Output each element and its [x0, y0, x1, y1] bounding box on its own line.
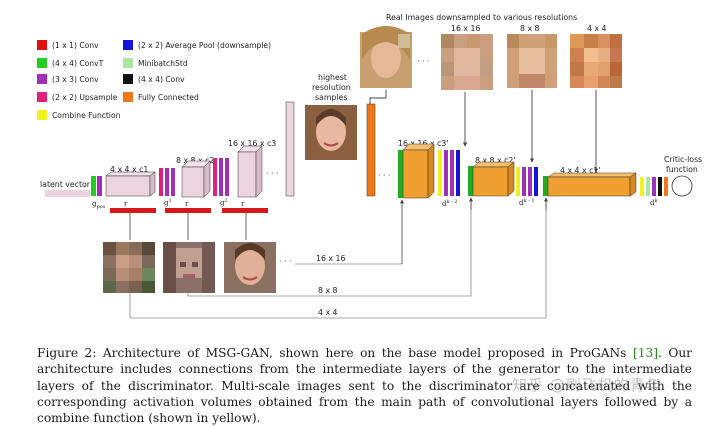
disc-first-fc	[366, 103, 376, 197]
legend-swatch-minibatchstd	[123, 58, 133, 68]
line-label-4: 4 x 4	[318, 308, 338, 317]
gen-block-2	[181, 160, 211, 198]
disc-block-3-label: 4 x 4 x c1'	[560, 166, 600, 175]
disc-block-3	[547, 172, 637, 197]
g-pos-label: gpos	[92, 200, 106, 210]
r-label-3: r	[241, 200, 245, 208]
legend-swatch-3x3-conv	[37, 74, 47, 84]
gen-block-3-label: 16 x 16 x c3	[228, 139, 276, 148]
legend-swatch-avgpool	[123, 40, 133, 50]
latent-vector-label: latent vector	[40, 180, 91, 189]
legend-label-convt: (4 x 4) ConvT	[52, 59, 104, 68]
legend-swatch-convt	[37, 58, 47, 68]
critic-loss-node	[671, 175, 693, 197]
latent-vector-bar	[45, 190, 90, 197]
real-label-16: 16 x 16	[451, 24, 480, 33]
d-k2-label: dk - 2	[442, 199, 458, 208]
conv3-layer-a	[97, 176, 102, 196]
g2-label: g2	[220, 198, 228, 207]
r-label-2: r	[185, 200, 189, 208]
legend-swatch-1x1-conv	[37, 40, 47, 50]
real-image-4x4	[570, 34, 622, 88]
connection-8x8	[187, 197, 473, 297]
architecture-figure: (1 x 1) Conv (4 x 4) ConvT (3 x 3) Conv …	[37, 13, 702, 319]
line-label-16: 16 x 16	[316, 254, 345, 263]
caption-ref-link[interactable]: [13]	[632, 346, 658, 360]
generated-4x4-sample	[103, 242, 155, 293]
legend-swatch-upsample	[37, 92, 47, 102]
legend: (1 x 1) Conv (4 x 4) ConvT (3 x 3) Conv …	[37, 40, 271, 120]
g1-label: g1	[164, 198, 172, 207]
generated-8x8-sample	[163, 242, 215, 293]
disc-block-1	[402, 143, 435, 199]
gen-dots: · · ·	[266, 169, 278, 178]
highest-res-label-line2: resolution	[312, 83, 351, 92]
legend-label-3x3-conv: (3 x 3) Conv	[52, 75, 99, 84]
sample-dots: · · ·	[279, 257, 291, 266]
critic-label-line1: Critic-loss	[664, 155, 702, 164]
real-image-8x8	[507, 34, 557, 88]
legend-label-4x4-conv: (4 x 4) Conv	[138, 75, 185, 84]
real-label-4: 4 x 4	[587, 24, 607, 33]
legend-label-upsample: (2 x 2) Upsample	[52, 93, 118, 102]
line-label-8: 8 x 8	[318, 286, 338, 295]
convt-layer	[91, 176, 96, 196]
connection-4x4	[129, 197, 548, 319]
legend-label-avgpool: (2 x 2) Average Pool (downsample)	[138, 41, 271, 50]
legend-swatch-4x4-conv	[123, 74, 133, 84]
r-layer-3	[222, 208, 268, 213]
watermark: 知乎 @刷飞机的青年	[512, 376, 662, 394]
legend-swatch-fc	[123, 92, 133, 102]
connection-16x16	[295, 199, 404, 265]
d-k-label: dk	[650, 198, 658, 207]
gen-block-1-label: 4 x 4 x c1	[110, 165, 148, 174]
disc-block-2-label: 8 x 8 x c2'	[475, 156, 515, 165]
figure-caption: Figure 2: Architecture of MSG-GAN, shown…	[37, 345, 692, 426]
generated-highres-sample	[305, 105, 357, 160]
legend-swatch-combine	[37, 110, 47, 120]
disc-block-1-label: 16 x 16 x c3'	[398, 139, 448, 148]
critic-label-line2: function	[666, 165, 698, 174]
caption-suffix: . Our architecture includes connections …	[37, 346, 692, 426]
d-k1-label: dk - 1	[519, 198, 535, 207]
legend-label-combine: Combine Function	[52, 111, 121, 120]
r-layer-1	[110, 208, 156, 213]
legend-label-1x1-conv: (1 x 1) Conv	[52, 41, 99, 50]
disc-dots: · · ·	[378, 171, 390, 180]
gen-block-2-label: 8 x 8 x c2	[176, 156, 214, 165]
generated-16x16-sample	[224, 242, 276, 293]
disc-block-2	[472, 161, 515, 197]
gen-block-3	[237, 145, 263, 198]
legend-label-fc: Fully Connected	[138, 93, 199, 102]
legend-label-minibatchstd: MinibatchStd	[138, 59, 188, 68]
highest-res-label-line3: samples	[315, 93, 347, 102]
gen-final-block	[285, 101, 295, 197]
r-layer-2	[165, 208, 211, 213]
highest-res-label-line1: highest	[318, 73, 347, 82]
r-label-1: r	[124, 200, 128, 208]
gen-block-1	[105, 171, 156, 197]
caption-prefix: Figure 2: Architecture of MSG-GAN, shown…	[37, 346, 633, 360]
real-dots: · · ·	[417, 57, 429, 66]
real-images-title: Real Images downsampled to various resol…	[386, 13, 577, 22]
real-label-8: 8 x 8	[520, 24, 540, 33]
real-image-16x16	[441, 34, 493, 90]
real-image-highres	[360, 26, 412, 88]
